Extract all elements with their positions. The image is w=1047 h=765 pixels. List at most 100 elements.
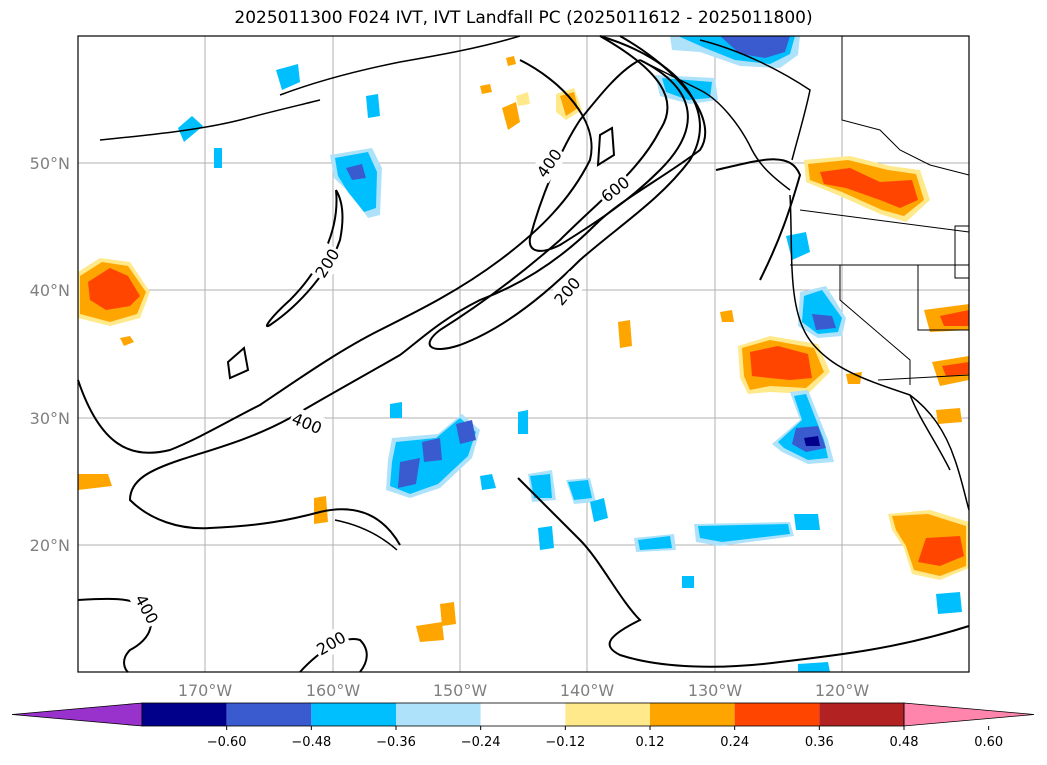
lon-label-120w: 120°W	[815, 681, 870, 700]
pc-negative-region	[720, 36, 790, 58]
pc-negative-region	[335, 152, 377, 212]
pc-negative-region	[422, 438, 442, 462]
aleutian-coast	[279, 35, 521, 96]
pc-negative-region	[346, 164, 366, 180]
colorbar-bin	[226, 703, 312, 726]
pc-positive-region	[78, 474, 112, 490]
hawaii-islands	[334, 519, 398, 551]
pc-negative-region	[794, 514, 820, 530]
pc-negative-region	[590, 498, 608, 522]
contour-600-small	[596, 126, 616, 167]
pc-positive-region	[120, 336, 134, 346]
aleutian-islands	[99, 99, 321, 141]
pc-positive-region	[720, 310, 734, 322]
contour-600-line	[528, 59, 689, 252]
pc-negative-region	[804, 436, 820, 446]
lat-label-30n: 30°N	[30, 409, 70, 428]
lon-label-170w: 170°W	[178, 681, 233, 700]
gridlines	[78, 36, 969, 672]
pc-positive-region	[936, 408, 962, 424]
colorbar-frame	[141, 702, 905, 727]
alaska-bc-coast	[639, 59, 791, 191]
pc-positive-region	[416, 622, 444, 642]
pc-negative-region	[682, 576, 694, 588]
map-frame	[77, 35, 970, 673]
pc-negative-region	[936, 592, 962, 614]
pc-negative-region	[214, 148, 222, 168]
lon-label-160w: 160°W	[306, 681, 361, 700]
pc-negative-region	[480, 474, 496, 490]
pc-negative-region	[538, 526, 554, 550]
pc-positive-region	[942, 362, 969, 376]
pc-positive-region	[480, 84, 492, 94]
boundary-line	[877, 374, 970, 381]
lon-label-130w: 130°W	[688, 681, 743, 700]
boundary-line	[799, 209, 970, 233]
colorbar-bin	[480, 703, 566, 726]
pc-negative-region	[638, 536, 672, 550]
pc-positive-region	[750, 346, 812, 380]
pc-negative-region	[276, 64, 300, 90]
colorbar-tick-label: 0.24	[720, 735, 749, 750]
contour-labels: 200 400 600 200 400 400 200	[129, 142, 636, 662]
lat-labels: 50°N 40°N 30°N 20°N	[30, 154, 70, 555]
boundaries	[790, 36, 970, 385]
lon-labels: 170°W 160°W 150°W 140°W 130°W 120°W	[178, 681, 870, 700]
contour-200-sw	[299, 638, 368, 673]
lat-label-20n: 20°N	[30, 536, 70, 555]
pc-positive-region	[618, 320, 632, 348]
colorbar-tick-label: −0.60	[207, 735, 247, 750]
colorbar-tick-label: −0.24	[461, 735, 501, 750]
colorbar-tick-label: 0.60	[974, 735, 1003, 750]
colorbar-bin	[734, 703, 820, 726]
contour-200-south	[517, 477, 970, 668]
boundary-line	[917, 265, 969, 331]
pc-negative-region	[530, 474, 552, 498]
colorbar-tick-label: −0.36	[376, 735, 416, 750]
colorbar-bin	[565, 703, 650, 726]
colorbar-bin	[650, 703, 735, 726]
colorbar-bin	[819, 703, 904, 726]
us-west-coast	[789, 194, 970, 511]
pc-negative-region	[456, 420, 476, 444]
pc-negative-region	[812, 314, 836, 330]
bc-inland-coast	[699, 39, 811, 161]
pc-filled-contours	[78, 36, 969, 672]
boundary-line	[841, 36, 970, 176]
pc-positive-region	[502, 102, 520, 130]
colorbar-bin	[311, 703, 396, 726]
pc-negative-region	[568, 480, 592, 500]
pc-positive-region	[516, 92, 530, 106]
contour-coast-line	[715, 158, 802, 281]
pc-negative-region	[518, 410, 528, 434]
colorbar: −0.60 −0.48 −0.36 −0.24 −0.12 0.12 0.24 0.36 0.4…	[11, 702, 1035, 750]
colorbar-tick-label: −0.12	[545, 735, 585, 750]
contour-200-line	[128, 35, 707, 546]
pc-positive-region	[560, 92, 578, 116]
lat-label-40n: 40°N	[30, 281, 70, 300]
pc-positive-region	[314, 496, 328, 524]
baja-coast	[909, 394, 951, 471]
pc-positive-region	[940, 310, 969, 326]
lon-label-140w: 140°W	[560, 681, 615, 700]
contour-400-line	[77, 59, 593, 454]
lon-label-150w: 150°W	[433, 681, 488, 700]
boundary-line	[839, 265, 911, 385]
map-title: 2025011300 F024 IVT, IVT Landfall PC (20…	[234, 8, 813, 28]
pc-positive-region	[820, 168, 918, 208]
contour-200-small	[226, 346, 250, 380]
pc-positive-region	[88, 268, 140, 310]
pc-negative-region	[366, 94, 380, 118]
ivt-contours	[77, 35, 970, 673]
pc-positive-region	[440, 602, 456, 626]
pc-negative-region	[398, 458, 420, 488]
colorbar-tick-label: 0.12	[636, 735, 665, 750]
contour-400-inner-line	[428, 35, 701, 350]
colorbar-bin	[396, 703, 481, 726]
colorbar-tick-label: 0.36	[805, 735, 834, 750]
pc-positive-region	[506, 56, 516, 66]
pc-negative-region	[698, 524, 790, 542]
colorbar-bin	[142, 703, 227, 726]
pc-negative-region	[390, 402, 402, 418]
